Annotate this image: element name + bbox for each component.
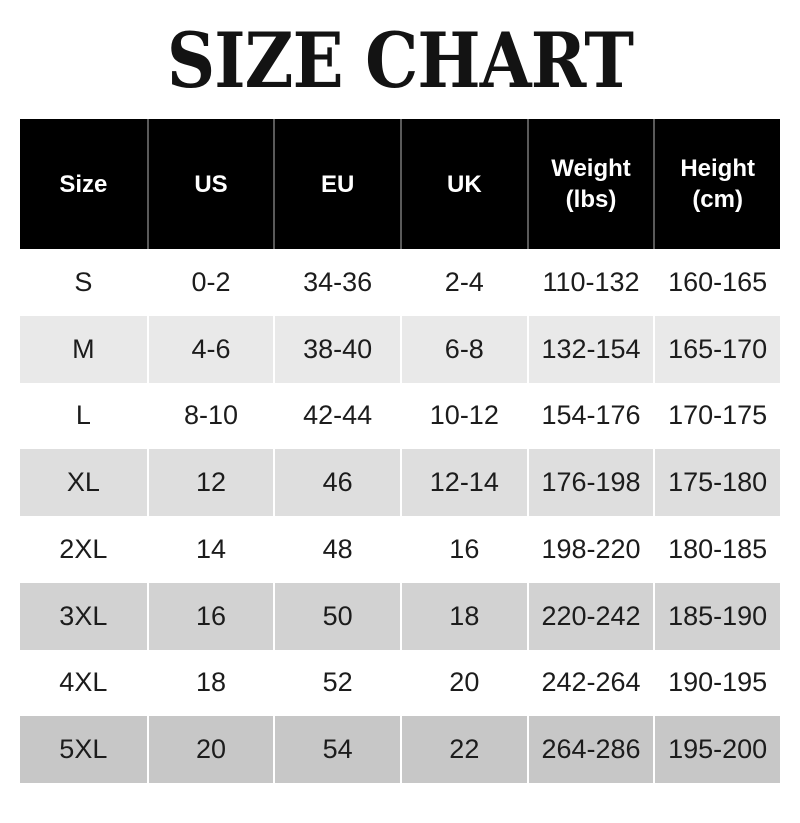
weight-cell: 110-132 bbox=[526, 249, 654, 316]
size-cell: L bbox=[75, 400, 91, 431]
uk-cell: 6-8 bbox=[399, 315, 527, 383]
table-row-s: S 0-2 34-36 2-4 110-132 160-165 bbox=[20, 249, 780, 316]
us-cell: 20 bbox=[146, 716, 274, 783]
eu-cell: 50 bbox=[273, 582, 400, 650]
eu-cell: 52 bbox=[273, 649, 400, 717]
column-header-size: Size bbox=[20, 119, 147, 249]
column-header-label: Height bbox=[680, 155, 755, 182]
page-title: SIZE CHART bbox=[166, 16, 634, 105]
height-cell: 185-190 bbox=[653, 582, 780, 650]
column-header-eu: EU bbox=[273, 119, 400, 249]
column-header-label: Weight bbox=[551, 155, 631, 182]
height-cell: 160-165 bbox=[653, 249, 780, 316]
height-cell: 175-180 bbox=[653, 449, 780, 516]
table-header-row: Size US EU UK Weight (lbs) Height (cm) bbox=[20, 119, 780, 249]
height-cell: 165-170 bbox=[653, 315, 780, 383]
eu-cell: 42-44 bbox=[273, 382, 400, 450]
column-header-uk: UK bbox=[399, 119, 527, 249]
us-cell: 12 bbox=[146, 449, 274, 516]
height-cell: 190-195 bbox=[653, 649, 780, 717]
column-header-sublabel: (cm) bbox=[692, 186, 743, 213]
eu-cell: 34-36 bbox=[273, 249, 400, 316]
us-cell: 4-6 bbox=[146, 315, 274, 383]
column-header-height: Height (cm) bbox=[653, 119, 780, 249]
uk-cell: 12-14 bbox=[399, 449, 527, 516]
column-header-label: Size bbox=[59, 170, 108, 198]
weight-cell: 176-198 bbox=[526, 449, 654, 516]
size-table: Size US EU UK Weight (lbs) Height (cm) S… bbox=[20, 119, 780, 783]
weight-cell: 198-220 bbox=[526, 516, 654, 583]
column-header-label: EU bbox=[320, 170, 355, 198]
column-header-us: US bbox=[146, 119, 274, 249]
height-cell: 195-200 bbox=[653, 716, 780, 783]
size-cell: S bbox=[74, 266, 93, 297]
column-header-sublabel: (lbs) bbox=[565, 186, 617, 213]
table-row-xl: XL 12 46 12-14 176-198 175-180 bbox=[20, 449, 780, 516]
uk-cell: 2-4 bbox=[399, 249, 527, 316]
size-cell: M bbox=[72, 333, 95, 364]
eu-cell: 54 bbox=[273, 716, 400, 783]
us-cell: 8-10 bbox=[146, 382, 274, 450]
uk-cell: 22 bbox=[399, 716, 527, 783]
us-cell: 18 bbox=[146, 649, 274, 717]
size-cell: 5XL bbox=[59, 734, 108, 765]
table-row-l: L 8-10 42-44 10-12 154-176 170-175 bbox=[20, 382, 780, 450]
height-cell: 180-185 bbox=[653, 516, 780, 583]
us-cell: 14 bbox=[146, 516, 274, 583]
column-header-weight: Weight (lbs) bbox=[526, 119, 654, 249]
us-cell: 0-2 bbox=[146, 249, 274, 316]
weight-cell: 220-242 bbox=[526, 582, 654, 650]
table-row-3xl: 3XL 16 50 18 220-242 185-190 bbox=[20, 582, 780, 650]
size-cell: 4XL bbox=[59, 667, 108, 698]
uk-cell: 18 bbox=[399, 582, 527, 650]
size-cell: 2XL bbox=[59, 533, 108, 564]
table-row-4xl: 4XL 18 52 20 242-264 190-195 bbox=[20, 649, 780, 717]
size-cell: XL bbox=[66, 467, 100, 498]
table-row-5xl: 5XL 20 54 22 264-286 195-200 bbox=[20, 716, 780, 783]
uk-cell: 16 bbox=[399, 516, 527, 583]
uk-cell: 10-12 bbox=[399, 382, 527, 450]
weight-cell: 242-264 bbox=[526, 649, 654, 717]
eu-cell: 48 bbox=[273, 516, 400, 583]
column-header-label: US bbox=[194, 170, 228, 198]
size-cell: 3XL bbox=[59, 600, 108, 631]
height-cell: 170-175 bbox=[653, 382, 780, 450]
weight-cell: 264-286 bbox=[526, 716, 654, 783]
weight-cell: 132-154 bbox=[526, 315, 654, 383]
table-row-m: M 4-6 38-40 6-8 132-154 165-170 bbox=[20, 315, 780, 383]
table-row-2xl: 2XL 14 48 16 198-220 180-185 bbox=[20, 516, 780, 583]
uk-cell: 20 bbox=[399, 649, 527, 717]
weight-cell: 154-176 bbox=[526, 382, 654, 450]
column-header-label: UK bbox=[446, 170, 482, 198]
us-cell: 16 bbox=[146, 582, 274, 650]
eu-cell: 46 bbox=[273, 449, 400, 516]
eu-cell: 38-40 bbox=[273, 315, 400, 383]
